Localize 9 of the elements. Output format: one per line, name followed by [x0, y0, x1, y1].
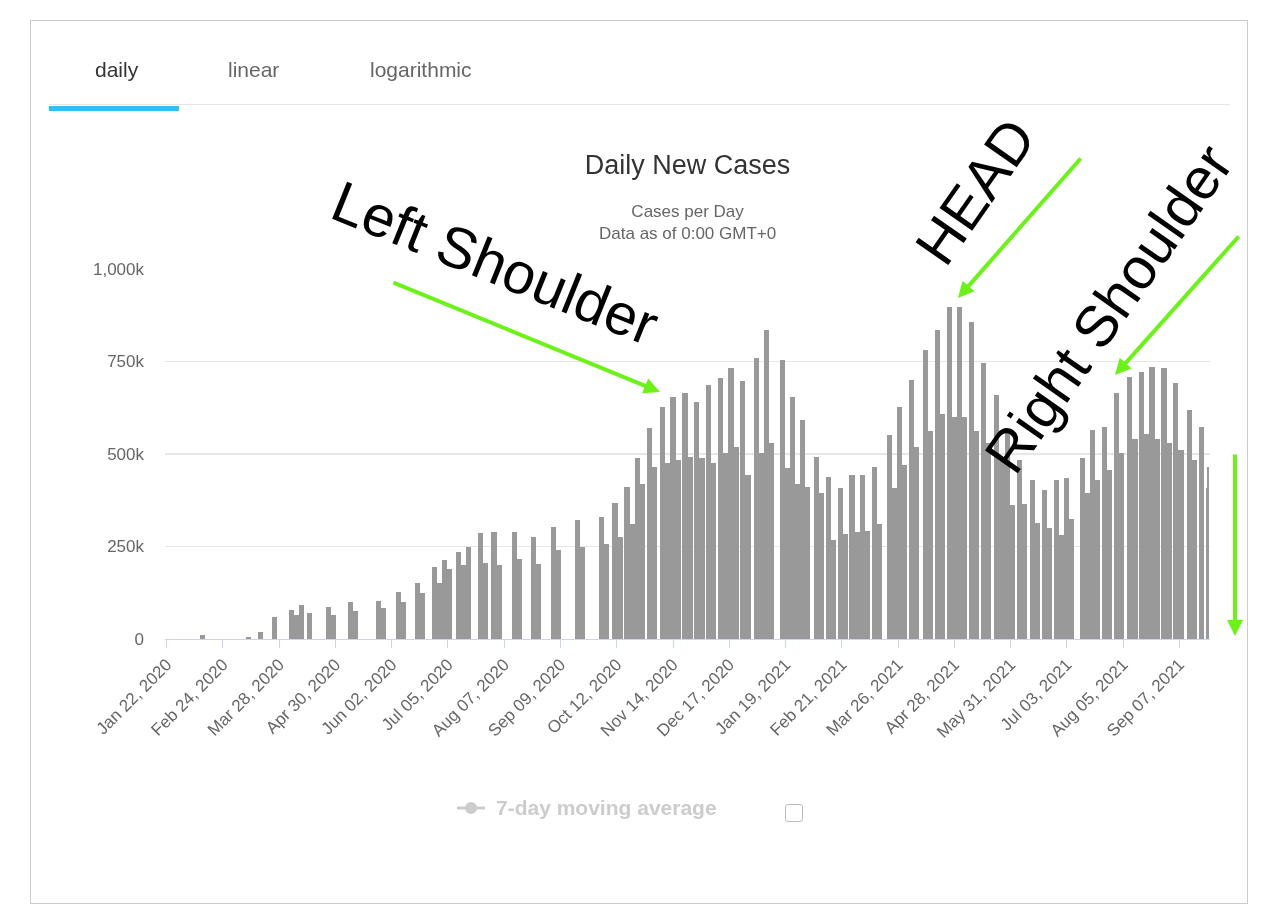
text: linear: [228, 58, 280, 82]
y-tick-label: 1,000k: [92, 259, 145, 279]
text: logarithmic: [370, 58, 472, 82]
y-tick-label: 250k: [107, 537, 145, 557]
y-tick-label: 500k: [107, 444, 145, 464]
chart-title: Daily New Cases: [584, 150, 791, 181]
y-tick-label: 0: [134, 629, 144, 649]
y-tick-label: 750k: [107, 352, 145, 372]
text: daily: [95, 58, 139, 82]
